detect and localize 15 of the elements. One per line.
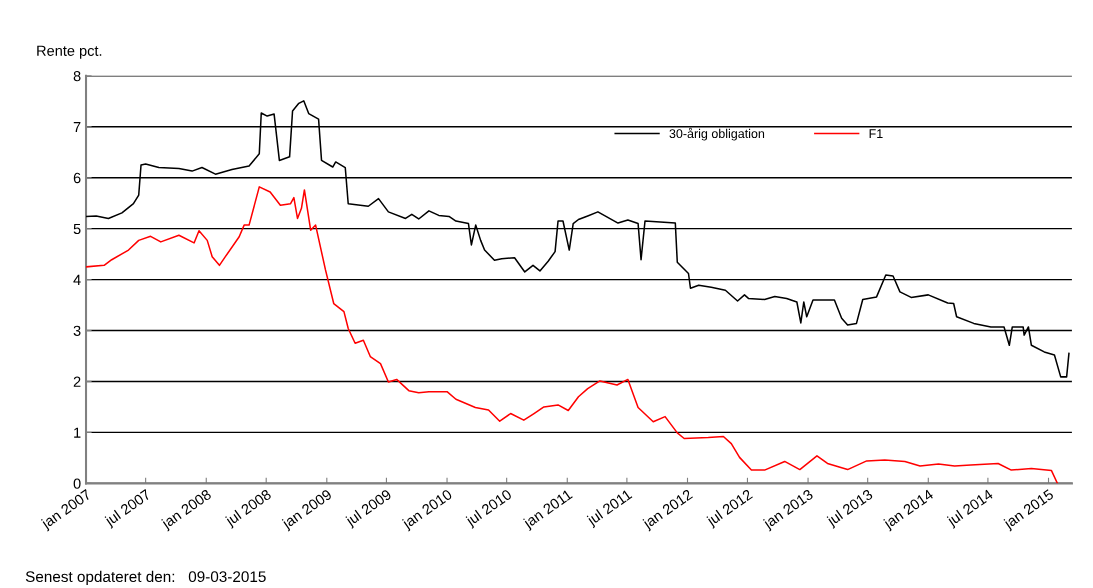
y-tick-label: 4 — [73, 274, 81, 285]
y-axis-title: Rente pct. — [37, 45, 102, 59]
y-tick-label: 3 — [73, 325, 81, 336]
line-series — [86, 186, 1059, 484]
y-tick-label: 1 — [74, 427, 81, 438]
text: Senest opdateret den: 09-03-2015 — [25, 570, 266, 586]
y-tick-label: 0 — [73, 478, 81, 489]
y-tick-label: 2 — [73, 376, 81, 387]
y-tick-label: 7 — [73, 122, 81, 133]
y-tick-label: 8 — [73, 70, 81, 82]
y-tick-label: 6 — [73, 172, 81, 184]
y-tick-label: 5 — [73, 223, 81, 235]
legend-label: F1 — [869, 129, 883, 138]
line-series — [86, 100, 1070, 378]
legend-label: 30-årig obligation — [669, 127, 765, 141]
